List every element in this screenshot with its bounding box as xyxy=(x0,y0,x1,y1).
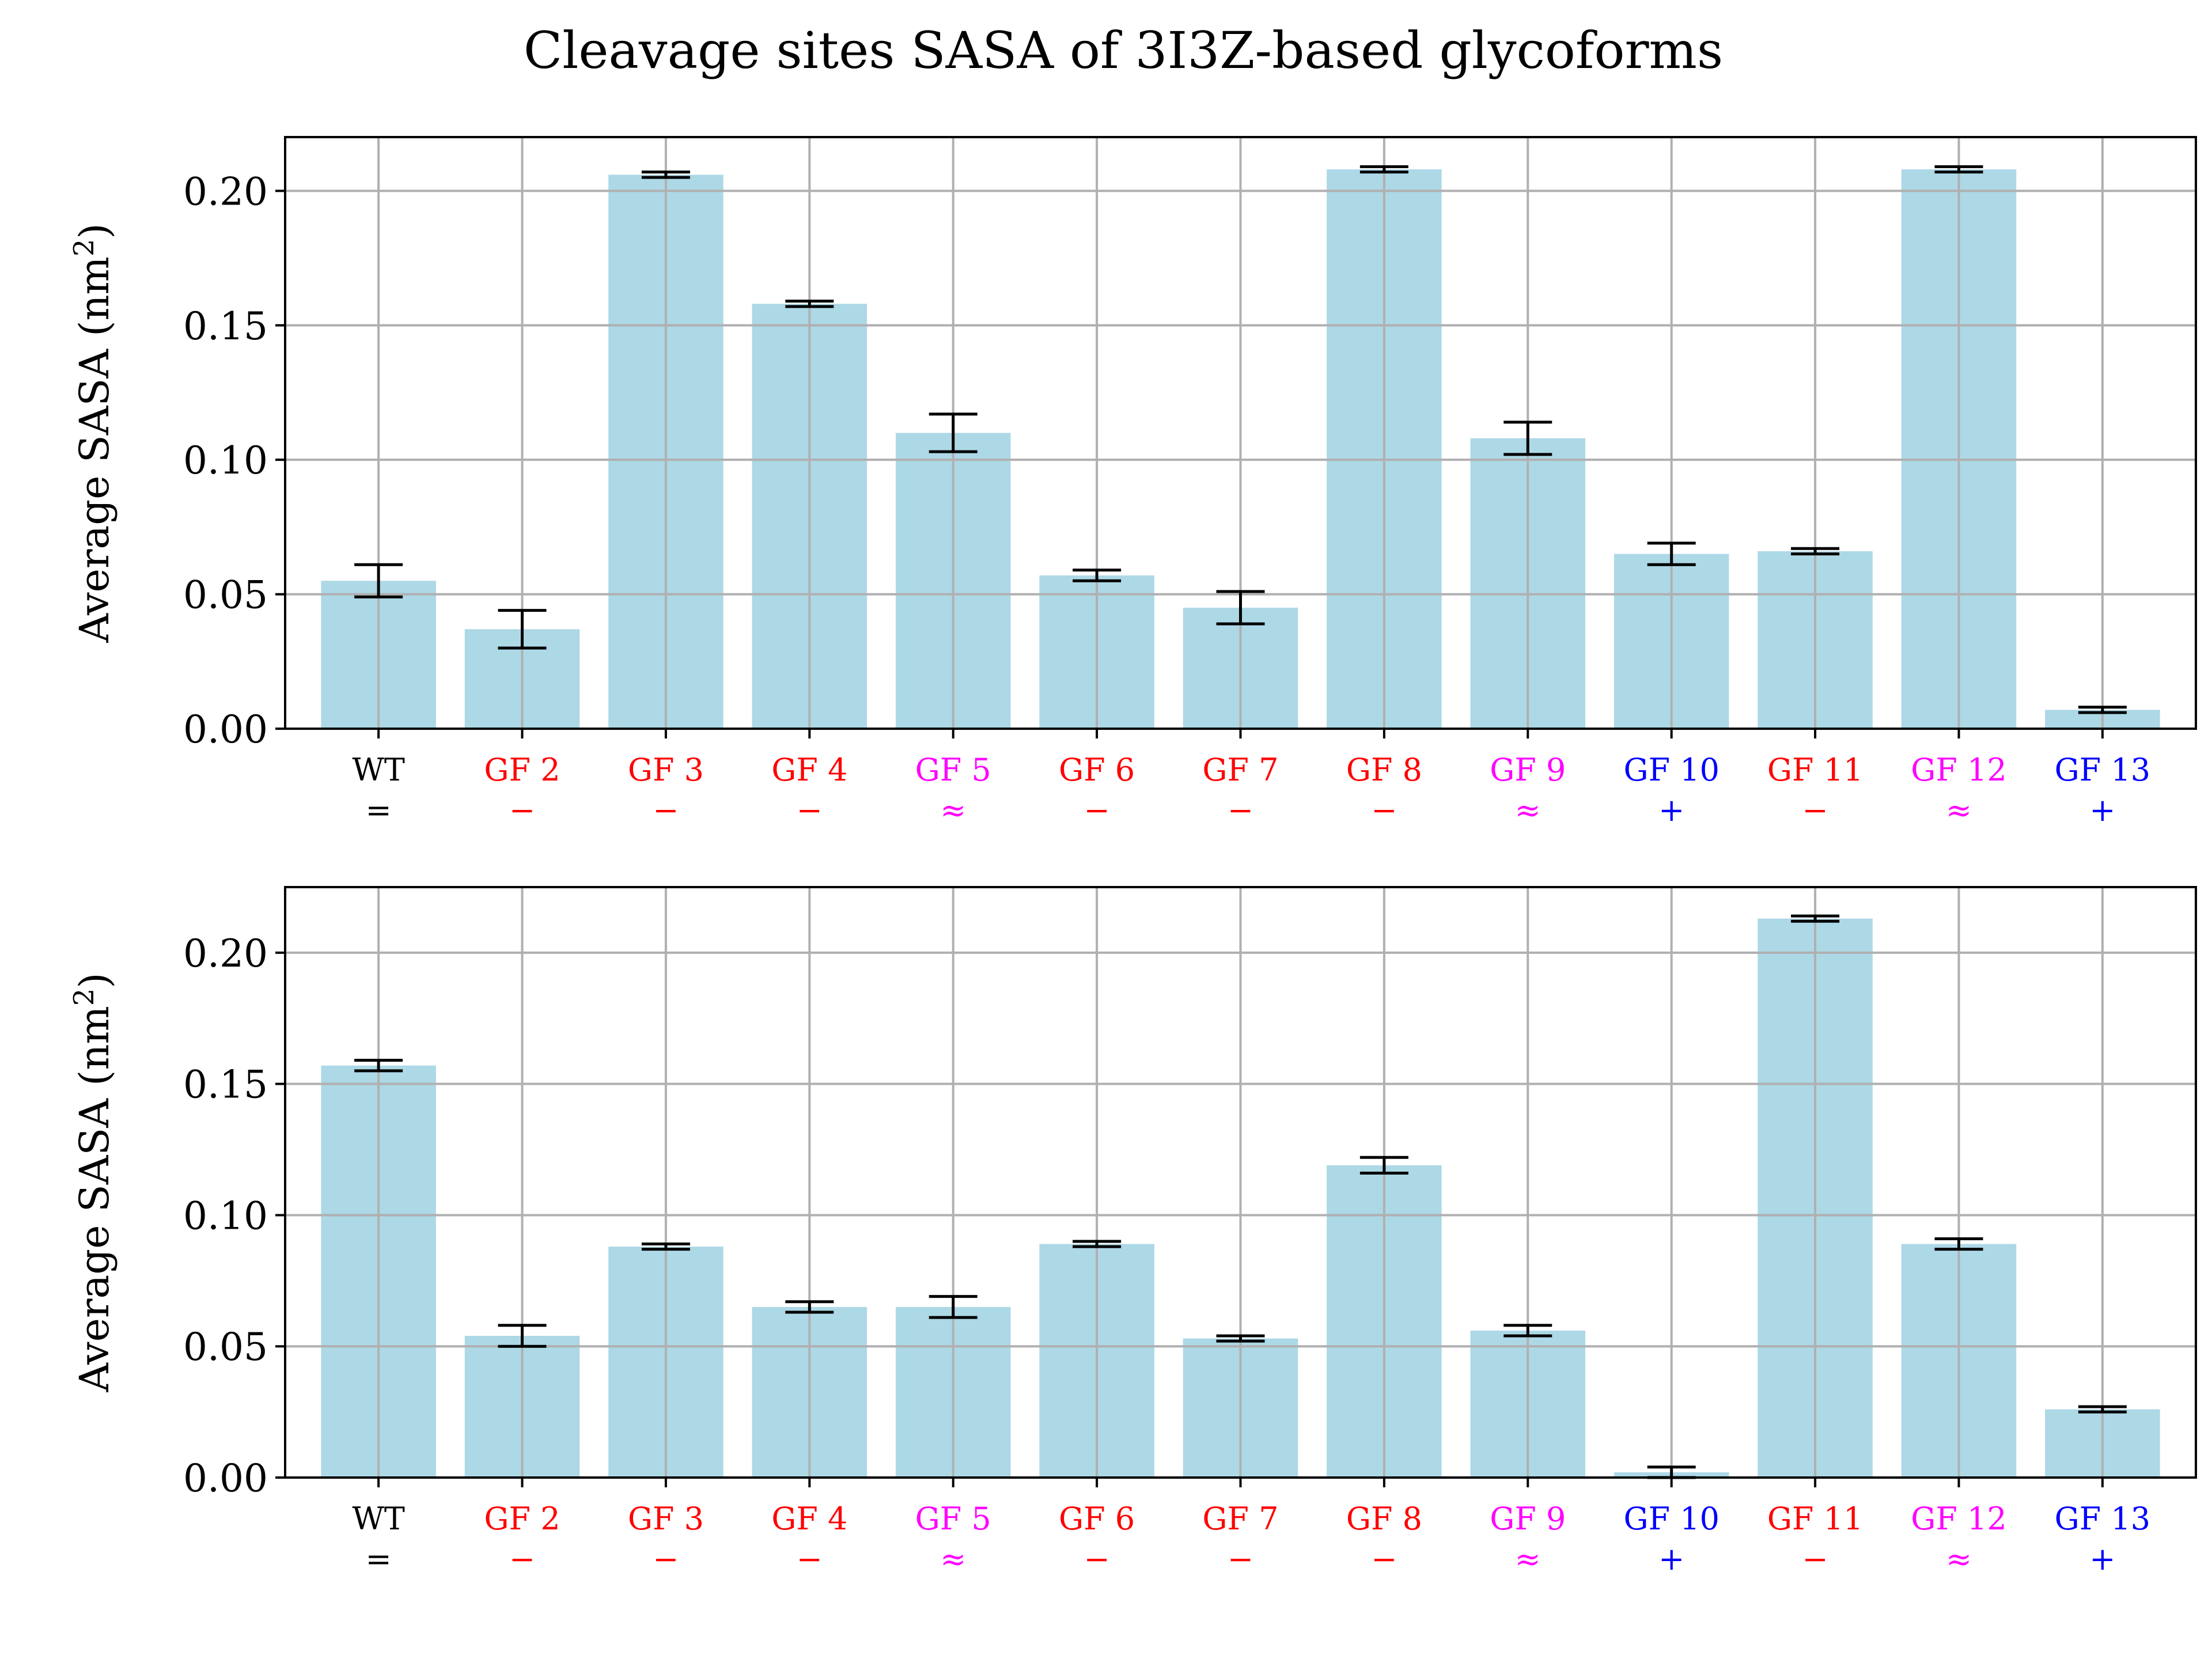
y-axis-label-end: ) xyxy=(71,223,118,238)
x-tick-label: GF 8 xyxy=(1346,1501,1422,1537)
x-tick-symbol: − xyxy=(1371,792,1397,828)
x-tick-symbol: − xyxy=(509,792,535,828)
y-axis-label-text: Average SASA (nm xyxy=(71,256,118,643)
x-tick-symbol: − xyxy=(1084,1541,1109,1577)
y-axis-label-superscript: 2 xyxy=(68,239,100,257)
x-tick-symbol: − xyxy=(797,792,823,828)
x-tick-label: GF 9 xyxy=(1490,752,1566,788)
x-tick-label: GF 2 xyxy=(484,752,560,788)
x-tick-symbol: + xyxy=(1658,1541,1684,1577)
x-tick-symbol: − xyxy=(1802,1541,1828,1577)
x-tick-symbol: − xyxy=(797,1541,823,1577)
y-axis-label: Average SASA (nm2) xyxy=(68,223,118,643)
x-tick-label: GF 9 xyxy=(1490,1501,1566,1537)
x-tick-label: GF 10 xyxy=(1623,1501,1719,1537)
x-tick-symbol: ≈ xyxy=(940,1541,966,1577)
x-tick-symbol: − xyxy=(653,1541,679,1577)
y-tick-label: 0.10 xyxy=(183,438,268,483)
x-tick-label: WT xyxy=(352,1501,405,1537)
y-tick-label: 0.15 xyxy=(183,304,268,349)
x-tick-symbol: = xyxy=(365,792,391,828)
x-tick-symbol: + xyxy=(2089,792,2115,828)
x-tick-symbol: + xyxy=(1658,792,1684,828)
y-tick-label: 0.20 xyxy=(183,931,268,976)
y-tick-label: 0.10 xyxy=(183,1194,268,1238)
x-tick-label: GF 7 xyxy=(1202,1501,1278,1537)
x-tick-symbol: − xyxy=(1084,792,1109,828)
x-tick-symbol: ≈ xyxy=(1946,1541,1972,1577)
subplot-top: 0.00 0.05 0.10 0.15 0.20 WT = GF 2 − GF 3 − GF 4 − GF… xyxy=(68,136,2197,828)
x-tick-label: GF 8 xyxy=(1346,752,1422,788)
y-tick-label: 0.15 xyxy=(183,1063,268,1107)
y-tick-label: 0.05 xyxy=(183,573,268,618)
x-tick-symbol: ≈ xyxy=(940,792,966,828)
x-tick-label: GF 12 xyxy=(1911,1501,2006,1537)
x-tick-label: GF 6 xyxy=(1059,752,1135,788)
x-tick-symbol: − xyxy=(1228,1541,1253,1577)
x-tick-label: GF 6 xyxy=(1059,1501,1135,1537)
subplot-bottom: 0.00 0.05 0.10 0.15 0.20 WT = GF 2 − GF 3 − GF 4 − GF… xyxy=(68,886,2197,1577)
x-tick-label: GF 7 xyxy=(1202,752,1278,788)
y-axis-label-end: ) xyxy=(71,972,118,988)
y-tick-label: 0.00 xyxy=(183,1456,268,1501)
x-tick-label: GF 13 xyxy=(2055,1501,2150,1537)
x-tick-label: GF 3 xyxy=(628,1501,704,1537)
y-tick-label: 0.05 xyxy=(183,1325,268,1369)
y-axis-label-superscript: 2 xyxy=(68,988,100,1006)
x-tick-label: GF 4 xyxy=(771,1501,847,1537)
y-tick-label: 0.00 xyxy=(183,707,268,752)
x-tick-label: GF 3 xyxy=(628,752,704,788)
x-tick-symbol: ≈ xyxy=(1515,1541,1541,1577)
y-axis-label-text: Average SASA (nm xyxy=(71,1006,118,1392)
x-tick-label: GF 5 xyxy=(915,1501,991,1537)
x-tick-symbol: − xyxy=(1371,1541,1397,1577)
x-tick-label: GF 11 xyxy=(1767,1501,1863,1537)
x-tick-symbol: ≈ xyxy=(1515,792,1541,828)
x-tick-label: GF 13 xyxy=(2055,752,2150,788)
x-tick-symbol: − xyxy=(653,792,679,828)
x-tick-label: WT xyxy=(352,752,405,788)
x-tick-symbol: − xyxy=(509,1541,535,1577)
x-tick-label: GF 11 xyxy=(1767,752,1863,788)
x-tick-label: GF 12 xyxy=(1911,752,2006,788)
x-tick-symbol: ≈ xyxy=(1946,792,1972,828)
x-tick-label: GF 4 xyxy=(771,752,847,788)
x-tick-symbol: = xyxy=(365,1541,391,1577)
x-tick-label: GF 5 xyxy=(915,752,991,788)
x-tick-symbol: − xyxy=(1228,792,1253,828)
x-tick-symbol: − xyxy=(1802,792,1828,828)
y-tick-label: 0.20 xyxy=(183,169,268,214)
x-tick-label: GF 2 xyxy=(484,1501,560,1537)
chart-title: Cleavage sites SASA of 3I3Z-based glycof… xyxy=(524,21,1723,80)
y-axis-label: Average SASA (nm2) xyxy=(68,972,118,1392)
x-tick-symbol: + xyxy=(2089,1541,2115,1577)
x-tick-label: GF 10 xyxy=(1623,752,1719,788)
